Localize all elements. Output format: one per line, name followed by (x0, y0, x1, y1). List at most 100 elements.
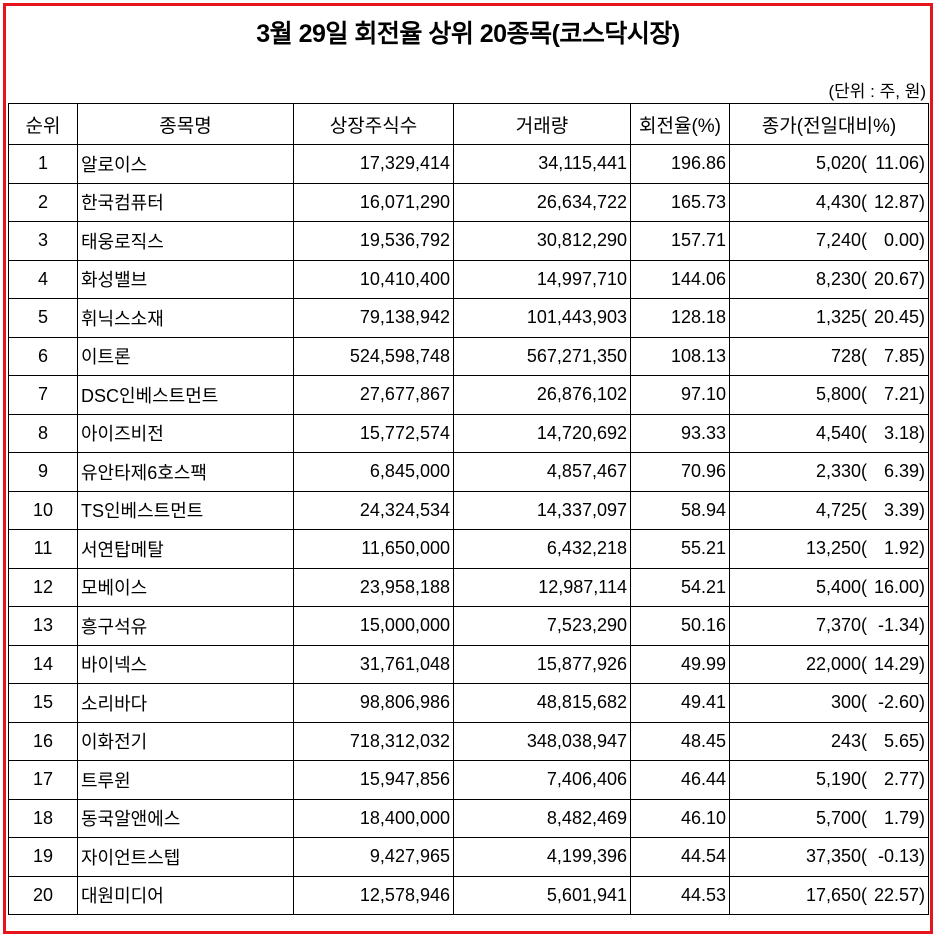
stock-name-cell: 자이언트스텝 (77, 837, 294, 877)
close-price: 5,700( (815, 807, 867, 828)
listed-shares-cell: 24,324,534 (293, 490, 454, 530)
table-row: 10 TS인베스트먼트 24,324,534 14,337,097 58.94 4,725… (8, 490, 929, 530)
close-price: 17,650( (805, 884, 867, 905)
stock-name-cell: 태웅로직스 (77, 221, 294, 261)
price-change: 5.65) (883, 730, 925, 751)
price-change: 6.39) (883, 461, 925, 482)
volume-cell: 7,406,406 (453, 760, 631, 800)
document-frame (3, 3, 933, 934)
table-row: 8 아이즈비전 15,772,574 14,720,692 93.33 4,540(3.1… (8, 413, 929, 453)
price-change: 20.67) (873, 268, 925, 289)
close-price-cell: 728( 7.85) (729, 336, 929, 376)
table-row: 2 한국컴퓨터 16,071,290 26,634,722 165.73 4,430(12… (8, 182, 929, 222)
col-header-close-price: 종가(전일대비%) (729, 103, 929, 145)
rank-cell: 3 (8, 221, 78, 261)
listed-shares-cell: 718,312,032 (293, 721, 454, 761)
close-price: 243( (830, 730, 867, 751)
listed-shares-cell: 6,845,000 (293, 452, 454, 492)
turnover-cell: 128.18 (630, 298, 730, 338)
listed-shares-cell: 10,410,400 (293, 259, 454, 299)
stock-name-cell: 대원미디어 (77, 875, 294, 915)
rank-cell: 20 (8, 875, 78, 915)
table-row: 20 대원미디어 12,578,946 5,601,941 44.53 17,650(22… (8, 875, 929, 915)
rank-cell: 12 (8, 567, 78, 607)
volume-cell: 7,523,290 (453, 606, 631, 646)
turnover-cell: 165.73 (630, 182, 730, 222)
close-price: 5,190( (815, 769, 867, 790)
turnover-cell: 157.71 (630, 221, 730, 261)
turnover-cell: 196.86 (630, 144, 730, 184)
volume-cell: 4,857,467 (453, 452, 631, 492)
close-price-cell: 7,240(0.00) (729, 221, 929, 261)
price-change: -2.60) (877, 692, 925, 713)
col-header-volume: 거래량 (453, 103, 631, 145)
rank-cell: 16 (8, 721, 78, 761)
listed-shares-cell: 11,650,000 (293, 529, 454, 569)
close-price-cell: 300(-2.60) (729, 683, 929, 723)
price-change: 11.06) (875, 153, 925, 174)
stock-name-cell: 한국컴퓨터 (77, 182, 294, 222)
stock-name-cell: 이트론 (77, 336, 294, 376)
volume-cell: 348,038,947 (453, 721, 631, 761)
listed-shares-cell: 18,400,000 (293, 798, 454, 838)
listed-shares-cell: 27,677,867 (293, 375, 454, 415)
table-row: 5 휘닉스소재 79,138,942 101,443,903 128.18 1,325(2… (8, 298, 929, 338)
listed-shares-cell: 98,806,986 (293, 683, 454, 723)
stock-name-cell: 흥구석유 (77, 606, 294, 646)
close-price: 7,240( (815, 230, 867, 251)
close-price-cell: 7,370(-1.34) (729, 606, 929, 646)
stock-name-cell: 동국알앤에스 (77, 798, 294, 838)
close-price-cell: 4,725(3.39) (729, 490, 929, 530)
table-row: 17 트루윈 15,947,856 7,406,406 46.44 5,190(2.77) (8, 760, 929, 800)
table-row: 11 서연탑메탈 11,650,000 6,432,218 55.21 13,250(1.… (8, 529, 929, 569)
price-change: 7.85) (883, 345, 925, 366)
close-price-cell: 37,350(-0.13) (729, 837, 929, 877)
listed-shares-cell: 15,947,856 (293, 760, 454, 800)
table-row: 6 이트론 524,598,748 567,271,350 108.13 728(7.85… (8, 336, 929, 376)
volume-cell: 5,601,941 (453, 875, 631, 915)
stock-name-cell: 화성밸브 (77, 259, 294, 299)
volume-cell: 48,815,682 (453, 683, 631, 723)
rank-cell: 9 (8, 452, 78, 492)
listed-shares-cell: 15,772,574 (293, 413, 454, 453)
stock-name-cell: DSC인베스트먼트 (77, 375, 294, 415)
stock-name-cell: 트루윈 (77, 760, 294, 800)
table-row: 7 DSC인베스트먼트 27,677,867 26,876,102 97.10 5,800… (8, 375, 929, 415)
price-change: 1.79) (883, 807, 925, 828)
page-title: 3월 29일 회전율 상위 20종목(코스닥시장) (256, 20, 680, 48)
stock-name-cell: TS인베스트먼트 (77, 490, 294, 530)
close-price-cell: 243( 5.65) (729, 721, 929, 761)
close-price-cell: 13,250(1.92) (729, 529, 929, 569)
price-change: 12.87) (873, 191, 925, 212)
listed-shares-cell: 31,761,048 (293, 644, 454, 684)
col-header-name: 종목명 (77, 103, 294, 145)
volume-cell: 101,443,903 (453, 298, 631, 338)
close-price: 37,350( (805, 846, 867, 867)
unit-note: (단위 : 주, 원) (828, 82, 927, 101)
close-price: 1,325( (815, 307, 867, 328)
close-price-cell: 4,430(12.87) (729, 182, 929, 222)
turnover-cell: 97.10 (630, 375, 730, 415)
volume-cell: 26,634,722 (453, 182, 631, 222)
close-price: 22,000( (805, 653, 867, 674)
turnover-cell: 58.94 (630, 490, 730, 530)
close-price-cell: 5,190( 2.77) (729, 760, 929, 800)
rank-cell: 14 (8, 644, 78, 684)
price-change: 2.77) (883, 769, 925, 790)
turnover-cell: 50.16 (630, 606, 730, 646)
close-price: 5,400( (815, 576, 867, 597)
table-row: 19 자이언트스텝 9,427,965 4,199,396 44.54 37,350(-0… (8, 837, 929, 877)
listed-shares-cell: 79,138,942 (293, 298, 454, 338)
close-price-cell: 8,230(20.67) (729, 259, 929, 299)
col-header-rank: 순위 (8, 103, 78, 145)
close-price-cell: 5,800(7.21) (729, 375, 929, 415)
price-change: 1.92) (883, 538, 925, 559)
volume-cell: 14,337,097 (453, 490, 631, 530)
turnover-cell: 144.06 (630, 259, 730, 299)
rank-cell: 10 (8, 490, 78, 530)
close-price: 2,330( (815, 461, 867, 482)
turnover-table: 순위 종목명 상장주식수 거래량 회전율(%) 종가(전일대비%) 1 알로이스 1… (8, 103, 929, 915)
stock-name-cell: 아이즈비전 (77, 413, 294, 453)
close-price: 728( (830, 345, 867, 366)
table-row: 1 알로이스 17,329,414 34,115,441 196.86 5,020(11.… (8, 144, 929, 184)
